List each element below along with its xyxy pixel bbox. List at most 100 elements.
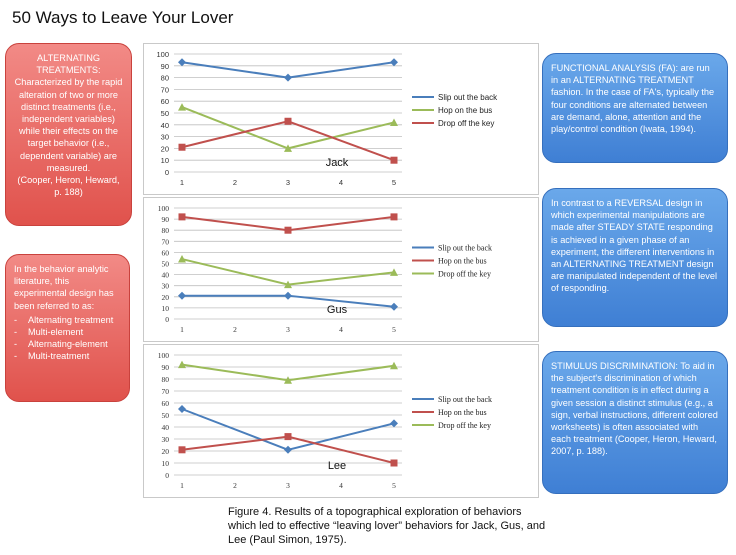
data-point [284, 280, 292, 289]
data-point [178, 405, 186, 413]
data-point [390, 419, 398, 428]
y-tick-label: 0 [165, 471, 169, 480]
y-tick-label: 40 [162, 271, 170, 280]
y-tick-label: 10 [162, 304, 170, 313]
data-point [178, 58, 186, 67]
data-point [178, 291, 186, 300]
legend-label: Slip out the back [438, 395, 492, 404]
x-tick-label: 4 [339, 325, 343, 334]
x-tick-label: 1 [180, 178, 184, 187]
list-item: Alternating-element [14, 338, 121, 350]
chart-annotation: Lee [328, 460, 346, 472]
list-item: Multi-treatment [14, 350, 121, 362]
callout-referred-to: In the behavior analytic literature, thi… [5, 254, 130, 402]
data-point [178, 103, 186, 111]
y-tick-label: 60 [161, 97, 169, 106]
chart-panel-lee: 0 10 20 30 40 50 60 70 80 90 100 1 2 3 4 5 Slip out the … [143, 344, 539, 498]
x-tick-label: 5 [392, 325, 396, 334]
legend-label: Slip out the back [438, 93, 498, 102]
x-tick-label: 4 [339, 178, 343, 187]
legend-label: Slip out the back [438, 244, 492, 253]
legend-label: Hop on the bus [438, 106, 492, 115]
callout-body: In contrast to a REVERSAL design in whic… [551, 198, 718, 294]
data-point [178, 143, 186, 151]
data-point [390, 58, 398, 67]
callout-body: In the behavior analytic literature, thi… [14, 264, 114, 311]
data-point [390, 459, 398, 467]
data-point [284, 226, 292, 234]
callout-functional-analysis: FUNCTIONAL ANALYSIS (FA): are run in an … [542, 53, 728, 163]
x-tick-label: 5 [392, 178, 396, 187]
y-tick-label: 20 [162, 447, 170, 456]
figure-caption: Figure 4. Results of a topographical exp… [228, 506, 546, 546]
y-tick-label: 70 [162, 387, 170, 396]
legend-label: Drop off the key [438, 270, 491, 279]
data-point [178, 255, 186, 263]
x-tick-label: 4 [339, 481, 343, 490]
y-tick-label: 70 [162, 237, 170, 246]
y-tick-label: 10 [162, 459, 170, 468]
data-point [178, 360, 186, 369]
list-item: Alternating treatment [14, 314, 121, 326]
callout-heading: ALTERNATING TREATMENTS: [36, 53, 101, 76]
data-point [284, 445, 292, 454]
y-tick-label: 50 [161, 109, 169, 118]
data-point [390, 156, 398, 164]
y-tick-label: 10 [161, 156, 169, 165]
y-tick-label: 80 [162, 375, 170, 384]
design-name-list: Alternating treatment Multi-element Alte… [14, 314, 121, 363]
data-point [178, 446, 186, 454]
chart-annotation: Gus [327, 304, 348, 316]
series-line [181, 120, 395, 162]
data-point [390, 268, 398, 276]
list-item: Multi-element [14, 326, 121, 338]
y-tick-label: 70 [161, 85, 169, 94]
chart-jack: 0 10 20 30 40 50 60 70 80 90 100 1 2 3 4 5 Slip out the … [156, 50, 498, 187]
data-point [284, 144, 292, 152]
y-tick-label: 30 [162, 282, 170, 291]
chart-annotation: Jack [326, 157, 349, 169]
y-tick-label: 50 [162, 260, 170, 269]
callout-body: STIMULUS DISCRIMINATION: To aid in the s… [551, 361, 718, 457]
x-tick-label: 5 [392, 481, 396, 490]
y-tick-label: 20 [161, 144, 169, 153]
y-tick-label: 0 [165, 315, 169, 324]
y-tick-label: 100 [156, 50, 169, 59]
y-tick-label: 100 [158, 351, 170, 360]
y-tick-label: 30 [162, 435, 170, 444]
callout-reversal-design: In contrast to a REVERSAL design in whic… [542, 188, 728, 327]
x-tick-label: 2 [233, 325, 237, 334]
data-point [390, 213, 398, 221]
y-tick-label: 90 [161, 62, 169, 71]
x-tick-label: 3 [286, 325, 290, 334]
chart-panel-gus: 0 10 20 30 40 50 60 70 80 90 100 1 2 3 4 5 Slip out the … [143, 197, 539, 342]
y-tick-label: 80 [162, 226, 170, 235]
callout-alternating-treatments: ALTERNATING TREATMENTS: Characterized by… [5, 43, 132, 226]
legend-label: Hop on the bus [438, 257, 487, 266]
chart-lee: 0 10 20 30 40 50 60 70 80 90 100 1 2 3 4 5 Slip out the … [158, 351, 492, 490]
legend-label: Drop off the key [438, 119, 494, 128]
legend-label: Drop off the key [438, 421, 491, 430]
data-point [178, 213, 186, 221]
callout-body: Characterized by the rapid alteration of… [14, 77, 123, 173]
y-tick-label: 90 [162, 363, 170, 372]
x-tick-label: 1 [180, 481, 184, 490]
data-point [284, 117, 292, 125]
y-tick-label: 60 [162, 399, 170, 408]
data-point [390, 118, 398, 126]
y-tick-label: 30 [161, 133, 169, 142]
x-tick-label: 2 [233, 481, 237, 490]
y-tick-label: 100 [158, 204, 170, 213]
y-tick-label: 40 [162, 423, 170, 432]
y-tick-label: 90 [162, 215, 170, 224]
y-tick-label: 0 [165, 168, 169, 177]
x-tick-label: 3 [286, 178, 290, 187]
callout-stimulus-discrimination: STIMULUS DISCRIMINATION: To aid in the s… [542, 351, 728, 494]
x-tick-label: 1 [180, 325, 184, 334]
y-tick-label: 50 [162, 411, 170, 420]
callout-body: FUNCTIONAL ANALYSIS (FA): are run in an … [551, 63, 715, 135]
y-tick-label: 60 [162, 248, 170, 257]
callout-citation: (Cooper, Heron, Heward, p. 188) [17, 175, 120, 198]
data-point [390, 361, 398, 370]
y-tick-label: 40 [161, 121, 169, 130]
